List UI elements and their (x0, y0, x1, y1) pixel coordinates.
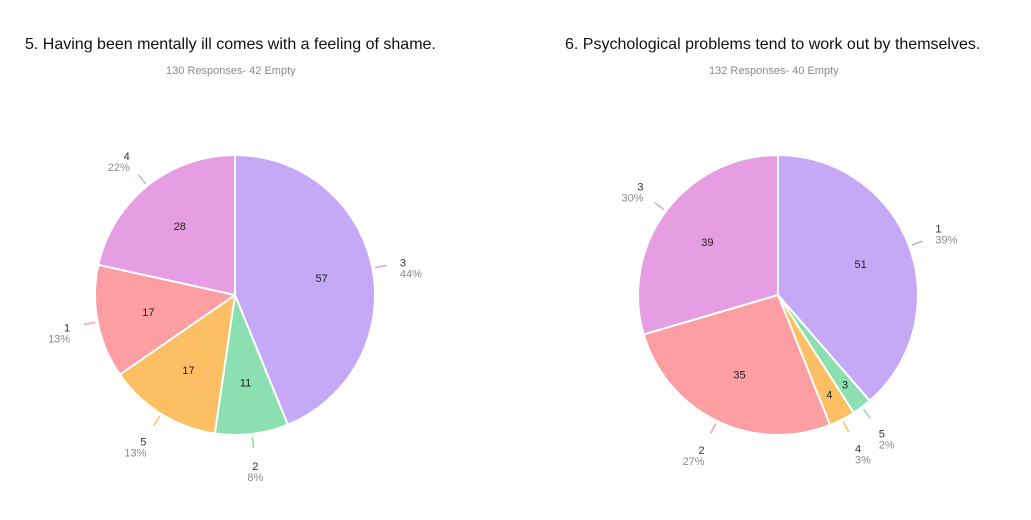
slice-category-label: 4 (855, 443, 861, 455)
slice-leader-line (654, 202, 665, 211)
slice-percent-label: 39% (935, 234, 957, 246)
slice-leader-line (911, 240, 923, 246)
slice-percent-label: 13% (124, 448, 146, 460)
slice-leader-line (138, 174, 147, 185)
slice-percent-label: 8% (247, 472, 263, 484)
chart-panel-shame: 5. Having been mentally ill comes with a… (0, 0, 500, 520)
slice-value-label: 35 (733, 369, 745, 381)
slice-percent-label: 27% (683, 456, 705, 468)
pie-slice-3 (637, 154, 779, 336)
slice-percent-label: 22% (108, 162, 130, 174)
slice-category-label: 5 (879, 429, 885, 441)
slice-value-label: 57 (315, 273, 327, 285)
slice-value-label: 17 (182, 365, 194, 377)
slice-leader-line (710, 423, 717, 434)
slice-value-label: 4 (826, 390, 832, 402)
slice-value-label: 51 (854, 259, 866, 271)
slice-leader-line (842, 421, 850, 433)
slice-leader-line (153, 415, 161, 427)
chart-title: 6. Psychological problems tend to work o… (565, 36, 981, 53)
slice-value-label: 39 (701, 237, 713, 249)
slice-value-label: 17 (142, 307, 154, 319)
pie-slice-2 (642, 294, 832, 436)
chart-subtitle: 132 Responses- 40 Empty (709, 65, 839, 77)
chart-panel-selfresolve: 6. Psychological problems tend to work o… (520, 0, 1031, 520)
slice-percent-label: 44% (400, 269, 422, 281)
slice-leader-line (83, 321, 96, 326)
slice-category-label: 1 (64, 322, 70, 334)
slice-leader-line (862, 408, 871, 419)
slice-percent-label: 13% (48, 333, 70, 345)
chart-title: 5. Having been mentally ill comes with a… (25, 36, 436, 53)
pie-slice-1 (777, 154, 919, 402)
slice-percent-label: 2% (879, 440, 895, 452)
slice-category-label: 1 (935, 223, 941, 235)
pie-slice-5 (118, 294, 236, 435)
slice-value-label: 3 (842, 380, 848, 392)
slice-leader-line (251, 436, 255, 448)
pie-slice-3 (234, 154, 376, 426)
slice-category-label: 3 (400, 258, 406, 270)
slice-category-label: 3 (637, 181, 643, 193)
slice-leader-line (374, 264, 387, 269)
slice-category-label: 2 (698, 445, 704, 457)
pie-slice-4 (97, 154, 236, 296)
slice-category-label: 2 (252, 461, 258, 473)
slice-percent-label: 3% (855, 454, 871, 466)
slice-category-label: 5 (140, 437, 146, 449)
chart-subtitle: 130 Responses- 42 Empty (166, 65, 296, 77)
slice-value-label: 11 (240, 378, 251, 390)
slice-category-label: 4 (124, 151, 130, 163)
slice-value-label: 28 (174, 221, 186, 233)
pie-slice-1 (94, 263, 236, 376)
slice-percent-label: 30% (621, 192, 643, 204)
